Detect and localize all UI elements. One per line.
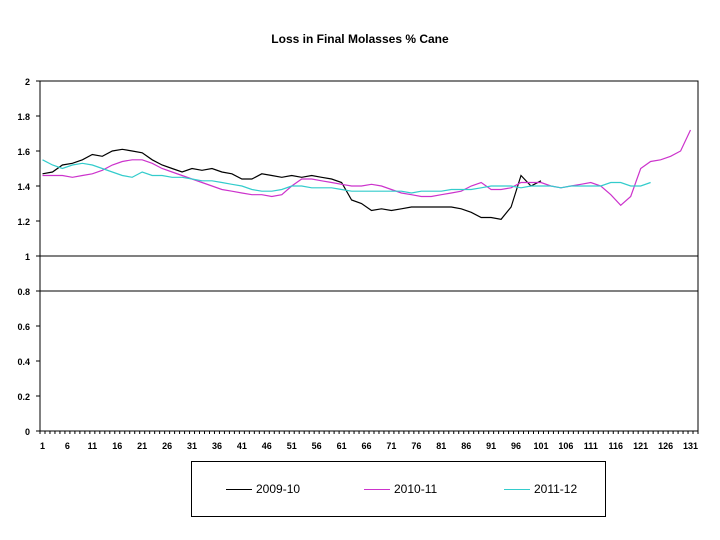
legend-swatch-2 [504,488,530,490]
x-tick-label: 116 [608,441,623,451]
y-tick-label: 0.8 [17,287,30,297]
legend-item-0: 2009-10 [226,482,300,496]
legend-label-2: 2011-12 [534,482,578,496]
x-tick-label: 71 [386,441,396,451]
y-axis: 0 0.2 0.4 0.6 0.8 1 1.2 1.4 1.6 1.8 2 [17,77,40,437]
x-tick-label: 31 [187,441,197,451]
chart-plot: 00.20.40.60.811.21.41.61.82 1 6 11 16 21 26 31… [17,77,699,451]
series-line-2010-11 [42,129,692,207]
x-tick-label: 96 [511,441,521,451]
x-tick-label: 66 [361,441,371,451]
x-tick-label: 91 [486,441,496,451]
x-tick-label: 56 [312,441,322,451]
chart-legend: 2009-10 2010-11 2011-12 [191,461,606,517]
x-tick-label: 1 [40,441,45,451]
y-tick-label: 1.8 [17,112,30,122]
x-tick-label: 106 [558,441,573,451]
y-tick-label: 0.6 [17,322,30,332]
y-tick-label: 1 [25,252,30,262]
x-tick-label: 6 [65,441,70,451]
x-tick-label: 61 [337,441,347,451]
legend-swatch-1 [364,488,390,490]
y-tick-label: 0.2 [17,392,30,402]
x-tick-label: 81 [436,441,446,451]
x-tick-label: 16 [112,441,122,451]
x-tick-label: 111 [584,441,598,451]
legend-label-1: 2010-11 [394,482,438,496]
x-tick-label: 121 [633,441,648,451]
x-axis: 1 6 11 16 21 26 31 36 41 46 51 56 61 66 71 76 81 86 91 96 10… [39,431,699,451]
x-tick-label: 11 [88,441,98,451]
x-tick-label: 51 [287,441,297,451]
x-tick-label: 21 [137,441,147,451]
x-tick-label: 41 [237,441,247,451]
x-tick-label: 26 [162,441,172,451]
legend-swatch-0 [226,488,252,490]
legend-item-2: 2011-12 [504,482,577,496]
x-tick-label: 46 [262,441,272,451]
x-tick-label: 126 [658,441,673,451]
y-tick-label: 2 [25,77,30,87]
series-lines [42,129,692,220]
x-tick-label: 36 [212,441,222,451]
y-tick-label: 1.6 [17,147,30,157]
y-tick-label: 1.2 [17,217,30,227]
series-line-2011-12 [42,159,651,194]
reference-lines [40,255,698,292]
chart-title: Loss in Final Molasses % Cane [271,32,449,46]
y-tick-label: 0 [25,427,30,437]
legend-label-0: 2009-10 [256,482,301,496]
x-tick-label: 131 [683,441,698,451]
y-tick-label: 0.4 [17,357,30,367]
x-tick-label: 101 [533,441,548,451]
y-tick-label: 1.4 [17,182,30,192]
series-line-2009-10 [42,148,542,220]
x-tick-label: 86 [461,441,471,451]
legend-item-1: 2010-11 [364,482,437,496]
x-tick-label: 76 [411,441,421,451]
